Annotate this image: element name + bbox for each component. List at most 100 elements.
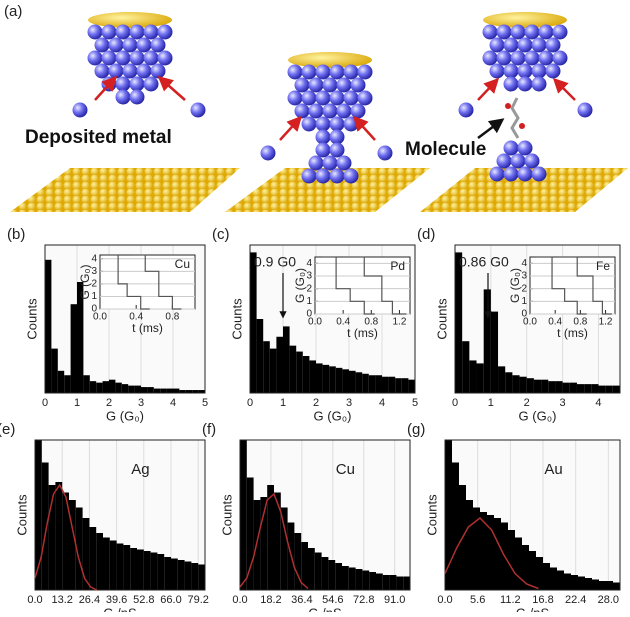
atom	[525, 154, 540, 169]
bar	[308, 548, 315, 590]
atom	[88, 25, 103, 40]
atom	[116, 90, 131, 105]
bar	[335, 563, 342, 590]
bar	[270, 349, 277, 393]
bar	[541, 380, 548, 393]
atom	[490, 167, 505, 182]
bar	[349, 568, 356, 591]
x-tick-label: 91.0	[384, 594, 405, 606]
x-tick-label: 2	[313, 397, 319, 409]
atom	[123, 38, 138, 53]
atom	[330, 117, 345, 132]
bar	[606, 386, 613, 393]
bar	[130, 548, 137, 590]
x-tick-label: 3	[560, 397, 566, 409]
bar	[109, 380, 115, 393]
bar	[115, 383, 121, 393]
x-axis-label: G (G₀)	[519, 408, 557, 423]
bar	[240, 440, 247, 590]
atom	[351, 104, 366, 119]
bar	[550, 568, 557, 591]
bar	[598, 386, 605, 393]
bar	[157, 554, 164, 590]
bar	[592, 580, 599, 591]
panel-label: (b)	[7, 226, 25, 243]
x-tick-label: 0	[42, 397, 48, 409]
bar	[356, 569, 363, 590]
bar	[383, 575, 390, 590]
x-tick-label: 2	[106, 397, 112, 409]
bar	[548, 381, 555, 393]
bar	[376, 574, 383, 591]
bar	[555, 381, 562, 393]
atom	[504, 77, 519, 92]
bar	[250, 252, 257, 393]
bar	[408, 380, 415, 393]
atom	[95, 64, 110, 79]
bar	[96, 383, 102, 393]
atom	[144, 77, 159, 92]
arrow	[478, 120, 502, 138]
panel-label: (e)	[0, 421, 15, 438]
figure: (a) Deposited metal Molecule 012345(b)G …	[0, 0, 630, 612]
inset-label: Pd	[390, 259, 405, 273]
atom	[323, 78, 338, 93]
bar	[585, 578, 592, 590]
atom	[518, 77, 533, 92]
bar	[466, 500, 473, 590]
atom	[358, 65, 373, 80]
arrow	[478, 80, 497, 100]
x-tick-label: 39.6	[106, 594, 127, 606]
bar	[498, 366, 505, 393]
atom	[351, 78, 366, 93]
bar	[520, 377, 527, 393]
atom	[302, 65, 317, 80]
x-tick-label: 3	[346, 397, 352, 409]
x-tick-label: 1.2	[392, 317, 406, 328]
atom	[302, 117, 317, 132]
bar	[515, 538, 522, 591]
atom	[330, 169, 345, 184]
atom	[102, 51, 117, 66]
atom	[330, 130, 345, 145]
inset-x-label: t (ms)	[347, 326, 378, 340]
bar	[83, 375, 89, 393]
bar	[167, 389, 173, 393]
atom	[316, 130, 331, 145]
bar	[369, 375, 376, 393]
bar	[309, 360, 316, 393]
panel-label: (c)	[212, 226, 230, 243]
x-tick-label: 66.0	[160, 594, 181, 606]
bar	[512, 375, 519, 393]
atom	[116, 77, 131, 92]
x-tick-label: 0.0	[437, 594, 452, 606]
x-tick-label: 2	[524, 397, 530, 409]
molecule	[512, 98, 518, 138]
x-axis-label: G (G₀)	[314, 408, 352, 423]
atom	[511, 154, 526, 169]
bar	[557, 571, 564, 591]
bar	[455, 252, 462, 393]
atom	[497, 25, 512, 40]
arrow	[280, 118, 300, 140]
bar	[362, 374, 369, 393]
y-tick-label: 2	[306, 283, 312, 294]
y-tick-label: 0	[521, 309, 527, 320]
page: {"figure": {"panel": "(a)", "labels": ["…	[0, 0, 630, 617]
atom	[130, 90, 145, 105]
atom	[532, 167, 547, 182]
atom	[261, 146, 276, 161]
bar	[396, 577, 403, 591]
x-tick-label: 5	[412, 397, 418, 409]
x-axis-label: G (G₀)	[106, 408, 144, 423]
x-tick-label: 52.8	[133, 594, 154, 606]
atom	[546, 38, 561, 53]
atom	[344, 91, 359, 106]
bar	[369, 572, 376, 590]
y-tick-label: 3	[521, 271, 527, 282]
y-tick-label: 0	[91, 304, 97, 315]
bar	[584, 384, 591, 393]
atom	[302, 169, 317, 184]
bar	[606, 581, 613, 590]
atom	[295, 78, 310, 93]
